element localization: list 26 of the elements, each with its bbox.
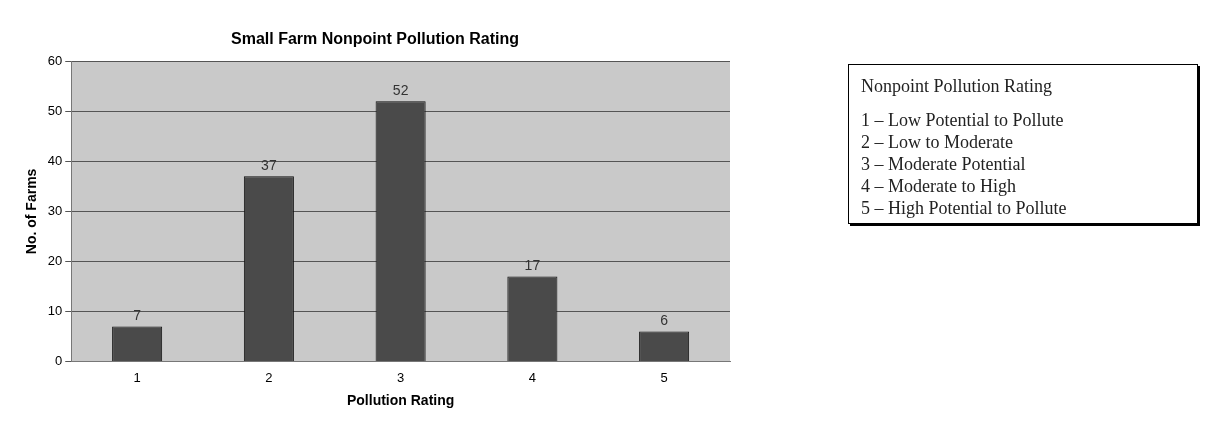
data-label: 7 [133,307,142,324]
y-tick-label: 50 [47,102,63,118]
y-tick-label: 30 [47,202,63,218]
data-label: 6 [660,312,669,329]
text: 1 – Low Potential to Pollute [861,109,1065,131]
data-label: 52 [392,82,409,99]
text: Nonpoint Pollution Rating [861,75,1053,97]
x-axis-title: Pollution Rating [346,392,455,409]
y-tick-label: 20 [47,253,63,269]
y-tick-label: 40 [47,152,63,168]
text: 3 – Moderate Potential [861,153,1027,175]
x-tick-label: 3 [397,369,405,385]
data-label: 17 [524,257,541,274]
y-axis-title: No. of Farms [23,168,40,255]
data-label: 37 [261,157,277,174]
x-tick-label: 2 [265,369,273,385]
x-tick-label: 4 [528,369,536,385]
x-tick-label: 5 [660,369,668,385]
text: 5 – High Potential to Pollute [861,197,1068,219]
y-tick-label: 10 [47,303,63,319]
text: 2 – Low to Moderate [861,131,1014,153]
x-tick-label: 1 [133,369,141,385]
text: 4 – Moderate to High [861,175,1017,197]
y-tick-label: 0 [55,353,63,369]
y-tick-label: 60 [47,52,63,68]
chart-title: Small Farm Nonpoint Pollution Rating [231,30,519,48]
